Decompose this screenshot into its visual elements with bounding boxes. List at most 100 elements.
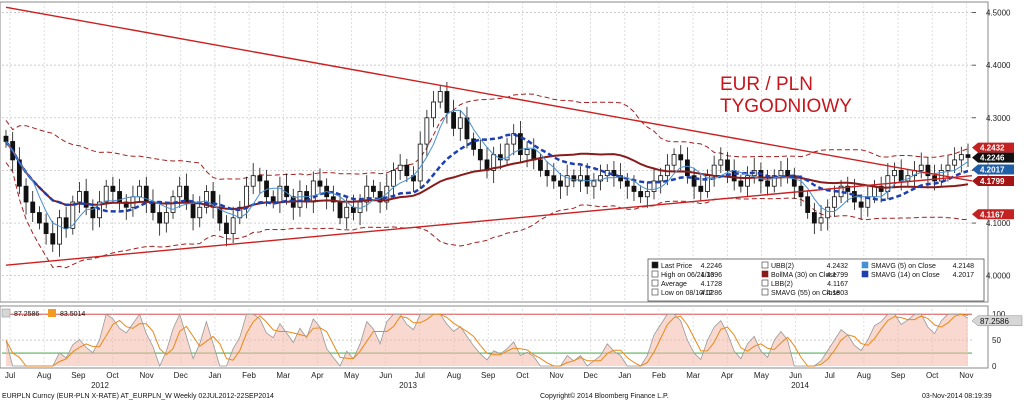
x-year-label: 2012	[91, 381, 109, 390]
candle	[424, 109, 430, 157]
candle	[651, 168, 657, 200]
svg-text:Average: Average	[661, 281, 687, 288]
svg-text:BollMA (30) on Close: BollMA (30) on Close	[771, 272, 837, 279]
svg-text:UBB(2): UBB(2)	[771, 263, 794, 270]
candle	[517, 120, 523, 163]
candle	[965, 143, 971, 167]
candle	[471, 132, 477, 156]
x-year-label: 2013	[399, 381, 417, 390]
candle	[678, 145, 684, 171]
candle	[224, 215, 229, 247]
candle	[330, 185, 336, 212]
svg-text:4.1799: 4.1799	[827, 272, 849, 279]
candle	[50, 220, 56, 252]
legend-item: High on 06/21/134.3696	[651, 270, 722, 279]
candle	[958, 146, 964, 173]
svg-text:Last Price: Last Price	[661, 263, 692, 270]
candle	[818, 205, 824, 231]
x-month-label: Jul	[5, 371, 15, 380]
candle	[658, 167, 664, 194]
svg-text:SMAVG (5) on Close: SMAVG (5) on Close	[871, 263, 936, 270]
indicator-legend: 87.2586 83.5014	[1, 308, 85, 318]
candle	[718, 147, 724, 174]
x-month-label: Apr	[721, 371, 734, 380]
candle	[250, 163, 256, 195]
candle	[811, 203, 817, 235]
y-tick-label: 4.1000	[986, 219, 1011, 228]
candle	[23, 178, 29, 215]
svg-text:LBB(2): LBB(2)	[771, 281, 793, 288]
candle	[444, 82, 450, 124]
y-tick-label: 4.5000	[986, 9, 1011, 18]
x-month-label: Sep	[71, 371, 86, 380]
x-month-label: May	[754, 371, 769, 380]
x-month-label: Jan	[208, 371, 221, 380]
svg-text:4.0286: 4.0286	[701, 290, 723, 297]
grid	[2, 2, 972, 302]
candle	[43, 213, 49, 245]
x-month-label: Oct	[516, 371, 529, 380]
candle	[698, 175, 704, 201]
svg-text:4.1803: 4.1803	[827, 290, 849, 297]
svg-text:SMAVG (14) on Close: SMAVG (14) on Close	[871, 272, 940, 279]
candle	[791, 167, 797, 199]
legend-item: Average 4.1728	[651, 279, 722, 288]
price-flag: 4.1799	[972, 176, 1014, 186]
candles	[3, 82, 971, 257]
candle	[504, 137, 510, 167]
price-flag: 4.1167	[972, 209, 1014, 220]
x-month-label: Nov	[959, 371, 973, 380]
svg-text:4.2246: 4.2246	[980, 154, 1005, 163]
candle	[524, 141, 530, 168]
indicator-y-tick: 0	[992, 362, 997, 371]
candle	[257, 167, 263, 194]
chart-subtitle: TYGODNIOWY	[720, 96, 852, 117]
indicator-value-2: 83.5014	[60, 311, 85, 318]
smavg-14	[4, 133, 969, 213]
legend-item: LBB(2) 4.1167	[761, 279, 848, 288]
x-month-label: Nov	[140, 371, 154, 380]
indicator-y-axis: 100 50 0 87.2586	[971, 310, 1023, 371]
candle	[417, 131, 423, 189]
upper-bollinger-band	[5, 93, 969, 180]
x-month-label: Oct	[926, 371, 939, 380]
svg-text:High on 06/21/13: High on 06/21/13	[661, 272, 714, 279]
candle	[437, 85, 443, 109]
candle	[157, 204, 163, 236]
footer-left: EURPLN Curncy (EUR-PLN X-RATE) AT_EURPLN…	[2, 393, 274, 400]
svg-text:4.1167: 4.1167	[980, 210, 1005, 219]
candle	[644, 182, 650, 208]
candle	[77, 182, 82, 214]
x-month-label: Dec	[584, 371, 598, 380]
candle	[598, 164, 603, 191]
candle	[36, 206, 42, 230]
candle	[391, 162, 396, 199]
upper-trendline	[5, 6, 973, 182]
legend-item: Last Price 4.2246	[651, 261, 722, 270]
candle	[671, 148, 677, 172]
candle	[745, 166, 750, 198]
svg-text:4.2432: 4.2432	[980, 144, 1005, 153]
candle	[3, 129, 9, 148]
candle	[163, 201, 169, 233]
x-month-label: Oct	[106, 371, 119, 380]
candle	[397, 154, 403, 180]
candle	[765, 169, 770, 196]
x-month-label: Jul	[415, 371, 425, 380]
candle	[477, 139, 483, 171]
footer-center: Copyright© 2014 Bloomberg Finance L.P.	[540, 392, 669, 400]
indicator-value-1: 87.2586	[14, 311, 39, 318]
x-month-label: Nov	[549, 371, 563, 380]
candle	[785, 157, 791, 184]
x-month-label: Dec	[174, 371, 188, 380]
x-month-label: Sep	[891, 371, 906, 380]
candle	[371, 179, 376, 198]
x-month-label: Jul	[825, 371, 835, 380]
indicator-series	[5, 313, 969, 368]
candle	[63, 206, 69, 238]
price-flag: 4.2246	[972, 152, 1014, 163]
legend-item: UBB(2) 4.2432	[761, 261, 848, 270]
